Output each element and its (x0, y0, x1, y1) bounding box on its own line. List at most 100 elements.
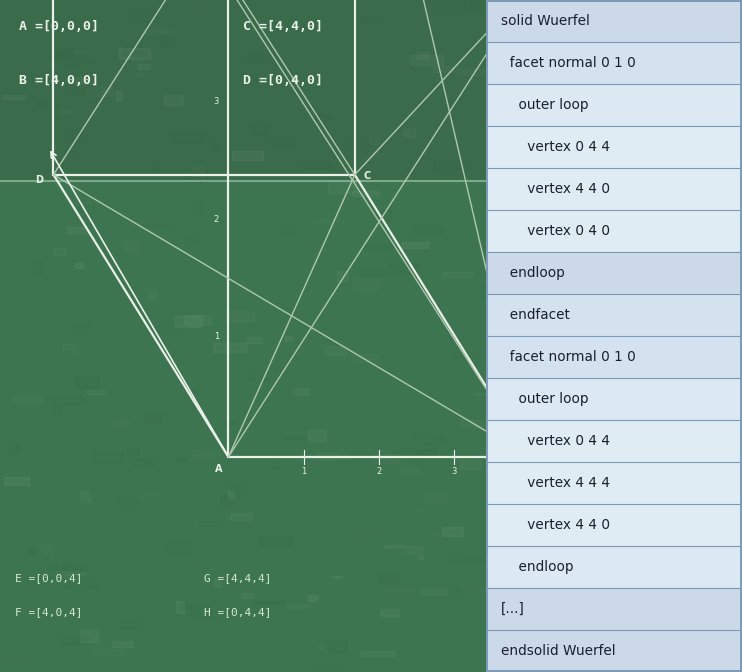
Bar (58, 48, 72, 56)
Bar (370, 137, 378, 144)
Bar (317, 452, 345, 460)
Bar (191, 167, 204, 176)
Bar (322, 19, 335, 30)
Bar (228, 491, 234, 498)
Text: outer loop: outer loop (502, 392, 589, 406)
Bar (33, 262, 42, 273)
Bar (318, 0, 351, 5)
Bar (428, 307, 451, 312)
Text: vertex 0 4 0: vertex 0 4 0 (502, 224, 611, 238)
Bar (186, 170, 207, 181)
Bar (79, 200, 94, 212)
Text: vertex 4 4 4: vertex 4 4 4 (502, 476, 611, 490)
Bar (260, 377, 269, 380)
Bar (165, 95, 183, 105)
Bar (425, 439, 445, 444)
Bar (232, 151, 263, 161)
Bar (486, 546, 742, 588)
Bar (376, 368, 406, 377)
Bar (47, 61, 65, 65)
Bar (220, 496, 232, 505)
Bar (6, 131, 26, 137)
Text: 3: 3 (214, 97, 219, 106)
Bar (5, 528, 25, 532)
Bar (486, 210, 742, 252)
Bar (271, 139, 295, 145)
Bar (88, 58, 94, 62)
Bar (119, 48, 151, 58)
Bar (14, 501, 23, 510)
Bar (212, 143, 218, 151)
Text: endfacet: endfacet (502, 308, 571, 322)
Bar (27, 546, 33, 554)
Bar (135, 459, 153, 467)
Bar (7, 509, 16, 517)
Bar (141, 493, 162, 499)
Bar (72, 324, 89, 331)
Bar (362, 245, 392, 249)
Bar (285, 336, 292, 341)
Bar (191, 612, 217, 618)
Bar (404, 546, 422, 554)
Bar (424, 534, 436, 543)
Bar (93, 648, 125, 655)
Bar (96, 452, 123, 464)
Text: 1: 1 (214, 333, 219, 341)
Text: vertex 0 4 4: vertex 0 4 4 (502, 434, 611, 448)
Text: B: B (538, 457, 545, 467)
Text: F =[4,0,4]: F =[4,0,4] (15, 607, 82, 617)
Bar (112, 641, 133, 647)
Bar (153, 163, 158, 173)
Bar (80, 630, 97, 642)
Bar (24, 504, 47, 514)
Bar (75, 263, 83, 268)
Bar (214, 579, 221, 587)
Bar (313, 115, 331, 119)
Bar (183, 0, 209, 9)
Bar (137, 219, 162, 229)
Bar (372, 153, 390, 159)
Bar (486, 252, 742, 294)
Bar (361, 650, 395, 657)
Bar (272, 461, 278, 468)
Bar (187, 239, 200, 242)
Text: H =[0,4,4]: H =[0,4,4] (204, 607, 272, 617)
Bar (393, 0, 406, 1)
Bar (486, 630, 742, 672)
Bar (253, 124, 267, 134)
Bar (476, 355, 504, 364)
Bar (315, 219, 343, 222)
Bar (486, 378, 742, 420)
Bar (403, 129, 415, 136)
Bar (461, 420, 487, 426)
Bar (247, 54, 264, 62)
Bar (486, 504, 742, 546)
Bar (0, 181, 486, 672)
Bar (113, 420, 128, 425)
Bar (415, 448, 436, 456)
Bar (362, 16, 376, 22)
Bar (486, 420, 742, 462)
Bar (328, 182, 355, 193)
Text: vertex 4 4 0: vertex 4 4 0 (502, 518, 611, 532)
Bar (357, 526, 382, 536)
Bar (380, 587, 413, 597)
Text: vertex 0 4 4: vertex 0 4 4 (502, 140, 611, 154)
Bar (144, 413, 160, 423)
Text: vertex 4 4 0: vertex 4 4 0 (502, 182, 611, 196)
Bar (258, 536, 292, 546)
Bar (59, 110, 69, 114)
Bar (471, 1, 485, 10)
Bar (226, 421, 237, 425)
Text: endloop: endloop (502, 560, 574, 574)
Text: 2: 2 (376, 467, 381, 476)
Bar (116, 91, 122, 101)
Text: B =[4,0,0]: B =[4,0,0] (19, 74, 99, 87)
Bar (324, 582, 338, 585)
Bar (247, 337, 261, 343)
Bar (367, 76, 379, 80)
Bar (129, 11, 157, 21)
Bar (361, 270, 384, 275)
Text: facet normal 0 1 0: facet normal 0 1 0 (502, 56, 636, 70)
Bar (450, 114, 456, 119)
